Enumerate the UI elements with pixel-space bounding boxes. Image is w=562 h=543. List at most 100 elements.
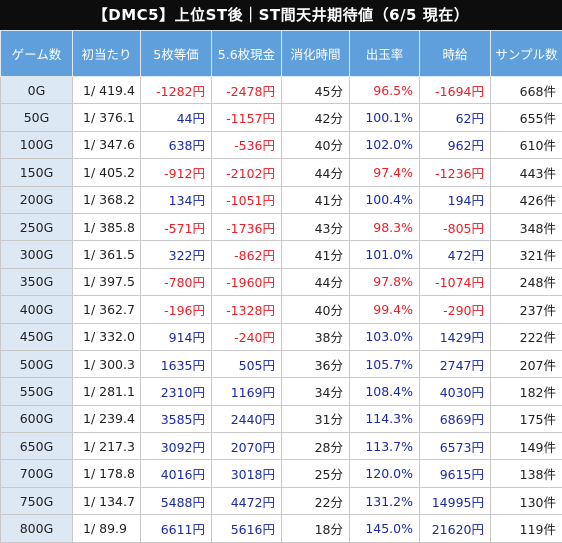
header-row: ゲーム数 初当たり 5枚等価 5.6枚現金 消化時間 出玉率 時給 サンプル数 [1,31,562,77]
cash-5-6-value-cell: -1960円 [212,268,282,295]
first-hit-cell: 1/ 239.4 [73,405,141,432]
hourly-wage-cell: -1074円 [420,268,491,295]
cash-5-6-value-cell: 2440円 [212,405,282,432]
sample-count-cell: 237件 [491,296,562,323]
first-hit-cell: 1/ 368.2 [73,186,141,213]
game-count-cell: 0G [1,77,73,104]
first-hit-cell: 1/ 347.6 [73,131,141,158]
hourly-wage-cell: 6573円 [420,433,491,460]
sample-count-cell: 348件 [491,213,562,240]
sample-count-cell: 175件 [491,405,562,432]
game-count-cell: 350G [1,268,73,295]
payout-rate-cell: 145.0% [350,515,420,542]
hourly-wage-cell: -290円 [420,296,491,323]
equal-5-value-cell: 6611円 [141,515,212,542]
sample-count-cell: 321件 [491,241,562,268]
play-time-cell: 18分 [282,515,350,542]
sample-count-cell: 207件 [491,350,562,377]
payout-rate-cell: 108.4% [350,378,420,405]
payout-rate-cell: 120.0% [350,460,420,487]
cash-5-6-value-cell: 3018円 [212,460,282,487]
play-time-cell: 45分 [282,77,350,104]
game-count-cell: 650G [1,433,73,460]
equal-5-value-cell: 638円 [141,131,212,158]
hourly-wage-cell: 472円 [420,241,491,268]
equal-5-value-cell: 3092円 [141,433,212,460]
game-count-cell: 400G [1,296,73,323]
cash-5-6-value-cell: -2478円 [212,77,282,104]
cash-5-6-value-cell: -1736円 [212,213,282,240]
header-play-time: 消化時間 [282,31,350,77]
game-count-cell: 600G [1,405,73,432]
sample-count-cell: 248件 [491,268,562,295]
game-count-cell: 800G [1,515,73,542]
payout-rate-cell: 97.8% [350,268,420,295]
equal-5-value-cell: 322円 [141,241,212,268]
equal-5-value-cell: 134円 [141,186,212,213]
payout-rate-cell: 114.3% [350,405,420,432]
payout-rate-cell: 99.4% [350,296,420,323]
header-hourly-wage: 時給 [420,31,491,77]
first-hit-cell: 1/ 376.1 [73,104,141,131]
play-time-cell: 41分 [282,186,350,213]
cash-5-6-value-cell: 1169円 [212,378,282,405]
first-hit-cell: 1/ 281.1 [73,378,141,405]
cash-5-6-value-cell: -1051円 [212,186,282,213]
first-hit-cell: 1/ 217.3 [73,433,141,460]
cash-5-6-value-cell: 2070円 [212,433,282,460]
cash-5-6-value-cell: 4472円 [212,487,282,514]
hourly-wage-cell: 21620円 [420,515,491,542]
hourly-wage-cell: 14995円 [420,487,491,514]
first-hit-cell: 1/ 300.3 [73,350,141,377]
play-time-cell: 22分 [282,487,350,514]
expected-value-table: ゲーム数 初当たり 5枚等価 5.6枚現金 消化時間 出玉率 時給 サンプル数 … [0,30,562,543]
game-count-cell: 200G [1,186,73,213]
first-hit-cell: 1/ 405.2 [73,159,141,186]
payout-rate-cell: 113.7% [350,433,420,460]
game-count-cell: 700G [1,460,73,487]
payout-rate-cell: 105.7% [350,350,420,377]
game-count-cell: 150G [1,159,73,186]
header-5-coin-equal: 5枚等価 [141,31,212,77]
page-title: 【DMC5】上位ST後｜ST間天井期待値（6/5 現在） [0,0,562,30]
game-count-cell: 450G [1,323,73,350]
header-first-hit: 初当たり [73,31,141,77]
cash-5-6-value-cell: -1157円 [212,104,282,131]
cash-5-6-value-cell: -1328円 [212,296,282,323]
hourly-wage-cell: 1429円 [420,323,491,350]
game-count-cell: 550G [1,378,73,405]
hourly-wage-cell: 4030円 [420,378,491,405]
sample-count-cell: 138件 [491,460,562,487]
play-time-cell: 40分 [282,296,350,323]
equal-5-value-cell: 2310円 [141,378,212,405]
sample-count-cell: 182件 [491,378,562,405]
game-count-cell: 250G [1,213,73,240]
cash-5-6-value-cell: 5616円 [212,515,282,542]
play-time-cell: 40分 [282,131,350,158]
game-count-cell: 750G [1,487,73,514]
equal-5-value-cell: -571円 [141,213,212,240]
play-time-cell: 41分 [282,241,350,268]
first-hit-cell: 1/ 397.5 [73,268,141,295]
header-sample-count: サンプル数 [491,31,562,77]
payout-rate-cell: 100.4% [350,186,420,213]
sample-count-cell: 149件 [491,433,562,460]
payout-rate-cell: 96.5% [350,77,420,104]
game-count-cell: 300G [1,241,73,268]
first-hit-cell: 1/ 419.4 [73,77,141,104]
first-hit-cell: 1/ 361.5 [73,241,141,268]
play-time-cell: 28分 [282,433,350,460]
sample-count-cell: 130件 [491,487,562,514]
